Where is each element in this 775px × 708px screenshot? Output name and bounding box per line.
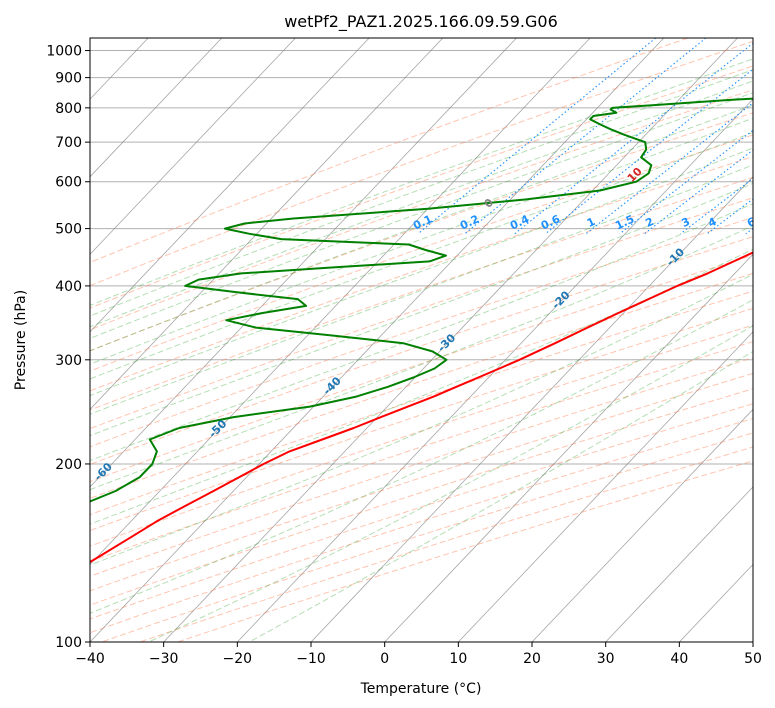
mixing-ratio-line <box>464 38 707 235</box>
isotherm-line <box>310 176 753 642</box>
axis-ticks: −40 −30 −20 −10 0 10 20 30 40 5010020030040050060… <box>46 44 762 667</box>
moist-adiabat-line <box>90 80 753 328</box>
mixing-ratio-label: 0.4 <box>508 212 531 232</box>
isotherm-line <box>90 38 517 488</box>
isotherm-line <box>90 38 370 333</box>
isotherm-line <box>90 38 223 178</box>
isotherm-line <box>605 486 753 642</box>
chart-title: wetPf2_PAZ1.2025.166.09.59.G06 <box>284 12 558 32</box>
mixing-ratio-label: 6 <box>745 215 758 230</box>
mixing-ratio-line <box>680 177 753 235</box>
y-tick-label: 500 <box>55 222 82 238</box>
x-tick-label: 10 <box>449 651 467 667</box>
y-tick-label: 1000 <box>46 44 82 60</box>
dry-adiabat-line <box>90 40 753 287</box>
y-tick-label: 800 <box>55 101 82 117</box>
y-tick-label: 600 <box>55 175 82 191</box>
mixing-ratio-line <box>514 42 753 235</box>
x-tick-label: −40 <box>75 651 105 667</box>
moist-adiabat-line <box>90 182 753 437</box>
isotherm-line <box>0 38 74 642</box>
mixing-ratio-line <box>545 68 753 235</box>
x-tick-label: −20 <box>223 651 253 667</box>
dry-adiabat-line <box>90 176 753 411</box>
dewpoint-profile <box>90 97 753 503</box>
y-axis-label: Pressure (hPa) <box>13 290 29 390</box>
mixing-ratio-line <box>644 149 753 235</box>
x-tick-label: 0 <box>380 651 389 667</box>
moist-adiabat-line <box>249 350 753 642</box>
dry-adiabat-line <box>90 388 753 606</box>
moist-adiabat-line <box>90 273 753 566</box>
plot-frame <box>89 37 754 643</box>
isotherm-line <box>90 38 296 255</box>
x-tick-label: 50 <box>744 651 762 667</box>
x-axis-label: Temperature (°C) <box>360 681 482 697</box>
dry-adiabat-line <box>90 272 753 499</box>
y-tick-label: 200 <box>55 457 82 473</box>
isotherm-label: -70 <box>0 503 1 526</box>
mixing-ratio-label: 0.6 <box>539 212 562 232</box>
mixing-ratio-label: 1.5 <box>613 212 636 232</box>
x-tick-label: 30 <box>597 651 615 667</box>
background-lines <box>0 38 753 642</box>
dry-adiabat-line <box>90 324 753 547</box>
dry-adiabat-line <box>90 156 753 392</box>
x-tick-label: −30 <box>149 651 179 667</box>
x-tick-label: −10 <box>296 651 326 667</box>
dry-adiabat-line <box>90 65 753 309</box>
y-tick-label: 900 <box>55 71 82 87</box>
isotherm-line <box>90 38 591 566</box>
y-tick-label: 400 <box>55 279 82 295</box>
line-labels: 0.10.20.40.611.52346810131620253036-100-… <box>0 165 758 526</box>
x-tick-label: 20 <box>523 651 541 667</box>
isotherm-line <box>0 38 1 642</box>
isotherm-line <box>384 253 753 642</box>
mixing-ratio-label: 4 <box>706 215 719 230</box>
y-tick-label: 100 <box>55 635 82 651</box>
dry-adiabat-line <box>90 341 753 562</box>
x-tick-label: 40 <box>670 651 688 667</box>
dry-adiabat-line <box>90 38 689 263</box>
isotherm-line <box>752 641 753 642</box>
y-tick-label: 300 <box>55 353 82 369</box>
series-layer <box>90 97 753 564</box>
isotherm-line <box>458 331 753 642</box>
isotherm-label: -40 <box>321 374 344 397</box>
dry-adiabat-line <box>90 403 753 620</box>
isotherm-line <box>90 38 444 410</box>
dry-adiabat-line <box>177 460 753 642</box>
moist-adiabat-line <box>90 92 753 339</box>
dry-adiabat-line <box>90 372 753 592</box>
dry-adiabat-line <box>90 290 753 516</box>
mixing-ratio-label: 2 <box>643 215 655 230</box>
isotherm-label: -20 <box>549 288 572 311</box>
moist-adiabat-line <box>90 131 753 380</box>
isotherm-line <box>237 98 753 642</box>
isotherm-label: -10 <box>664 245 687 268</box>
dry-adiabat-line <box>90 254 753 483</box>
dry-adiabat-line <box>90 236 753 465</box>
mixing-ratio-label: 1 <box>585 215 597 230</box>
mixing-ratio-label: 3 <box>680 215 692 230</box>
moist-adiabat-line <box>148 325 753 642</box>
moist-adiabat-line <box>90 117 753 365</box>
moist-adiabat-line <box>90 299 753 614</box>
mixing-ratio-label: 0.2 <box>458 212 481 232</box>
moist-adiabat-line <box>90 248 753 525</box>
moist-adiabat-line <box>90 104 753 352</box>
moist-adiabat-line <box>90 164 753 415</box>
mixing-ratio-line <box>706 198 753 235</box>
dry-adiabat-line <box>90 197 753 430</box>
isotherm-line <box>163 38 738 642</box>
isotherm-line <box>531 408 753 642</box>
temperature-profile <box>90 251 753 564</box>
y-tick-label: 700 <box>55 135 82 151</box>
